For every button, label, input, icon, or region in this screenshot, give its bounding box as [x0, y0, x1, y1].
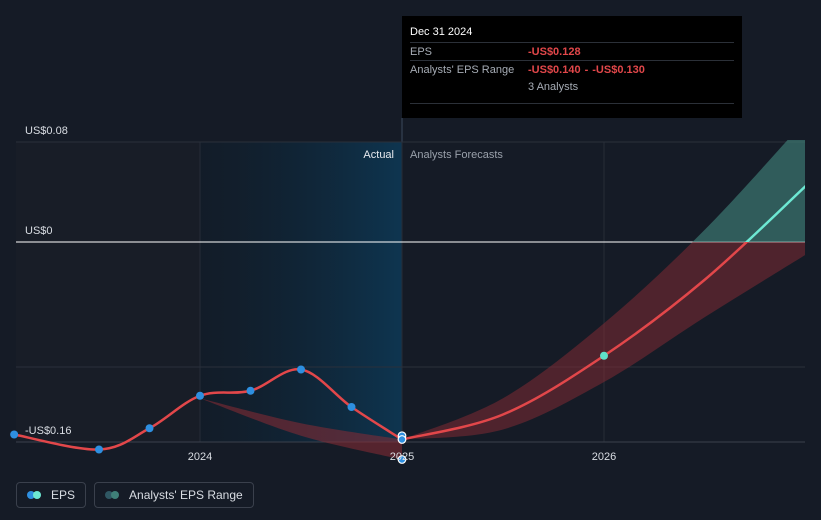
- tooltip: Dec 31 2024 EPS -US$0.128 Analysts' EPS …: [402, 16, 742, 118]
- actual-region-label: Actual: [363, 149, 394, 161]
- eps-point: [347, 403, 356, 411]
- forecast-region-label: Analysts Forecasts: [410, 149, 503, 161]
- past-estimate-range: [200, 398, 402, 460]
- legend-item-range[interactable]: Analysts' EPS Range: [94, 482, 254, 508]
- x-tick-label: 2025: [390, 451, 414, 463]
- y-tick-label: US$0: [25, 225, 53, 237]
- forecast-range-positive: [692, 140, 805, 242]
- past-shade: [16, 142, 200, 442]
- tooltip-eps-row: EPS -US$0.128: [410, 43, 734, 60]
- y-tick-label: US$0.08: [25, 125, 68, 137]
- tooltip-range-high: -US$0.130: [592, 63, 645, 76]
- eps-point: [297, 365, 305, 374]
- eps-legend-icon: [27, 490, 43, 500]
- tooltip-divider: [410, 60, 734, 61]
- eps-point: [95, 445, 103, 454]
- tooltip-range-row: Analysts' EPS Range -US$0.140 - -US$0.13…: [410, 61, 734, 78]
- tooltip-eps-value: -US$0.128: [528, 45, 581, 58]
- legend-item-eps[interactable]: EPS: [16, 482, 87, 508]
- tooltip-eps-label: EPS: [410, 45, 433, 58]
- x-tick-label: 2024: [188, 451, 212, 463]
- cutoff-point: [397, 455, 407, 464]
- tooltip-divider: [410, 42, 734, 43]
- legend-label-eps: EPS: [51, 488, 76, 502]
- actual-highlight-band: [200, 142, 402, 442]
- tooltip-range-low: -US$0.140: [528, 63, 581, 76]
- legend: EPS Analysts' EPS Range: [16, 482, 254, 508]
- forecast-range-negative: [402, 242, 805, 440]
- range-legend-icon: [105, 490, 121, 500]
- tooltip-date: Dec 31 2024: [410, 26, 473, 38]
- cutoff-point: [397, 435, 407, 444]
- tooltip-analysts-count: 3 Analysts: [528, 80, 579, 93]
- x-tick-label: 2026: [592, 451, 616, 463]
- eps-point: [196, 391, 204, 400]
- eps-point: [246, 386, 255, 395]
- forecast-point: [600, 351, 608, 360]
- tooltip-divider: [410, 103, 734, 104]
- tooltip-analysts-row: 3 Analysts: [410, 78, 734, 95]
- y-tick-label: -US$0.16: [25, 425, 71, 437]
- legend-label-range: Analysts' EPS Range: [129, 488, 243, 502]
- eps-point: [10, 430, 19, 439]
- tooltip-range-label: Analysts' EPS Range: [410, 63, 515, 76]
- tooltip-range-sep: -: [584, 63, 589, 76]
- eps-point: [145, 424, 154, 433]
